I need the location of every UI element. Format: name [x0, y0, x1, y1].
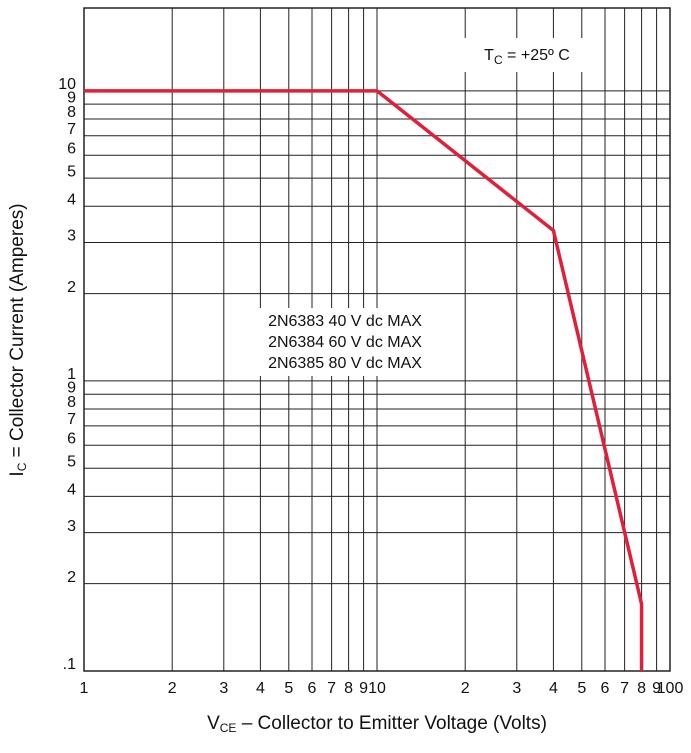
x-tick-label: 3: [512, 680, 521, 697]
text-part: – Collector to Emitter Voltage (Volts): [236, 713, 546, 734]
x-tick-label: 9: [359, 680, 368, 697]
y-tick-label: 4: [67, 482, 76, 499]
x-tick-label: 100: [657, 680, 684, 697]
y-tick-label: 2: [67, 569, 76, 586]
text-part: I: [7, 471, 28, 476]
x-tick-label: 7: [620, 680, 629, 697]
y-tick-label: 9: [67, 379, 76, 396]
text-part: = +25º C: [503, 47, 570, 64]
subscript: C: [494, 53, 503, 67]
note-box: [245, 308, 445, 376]
y-tick-label: 7: [67, 121, 76, 138]
data-line: [84, 89, 644, 671]
x-tick-label: 8: [637, 680, 646, 697]
x-tick-label: 3: [219, 680, 228, 697]
x-tick-label: 5: [577, 680, 586, 697]
y-tick-label: 2: [67, 279, 76, 296]
y-tick-label: 8: [67, 394, 76, 411]
x-tick-label: 4: [549, 680, 558, 697]
y-tick-label: 3: [67, 518, 76, 535]
note-line: 2N6384 60 V dc MAX: [268, 334, 422, 351]
y-axis-label: IC = Collector Current (Amperes): [7, 203, 29, 476]
y-tick-label: 6: [67, 140, 76, 157]
x-tick-label: 8: [344, 680, 353, 697]
x-tick-label: 2: [461, 680, 470, 697]
subscript: CE: [220, 721, 237, 735]
text-part: T: [484, 47, 494, 64]
condition-box: [458, 38, 596, 72]
x-tick-label: 6: [601, 680, 610, 697]
y-tick-label: 10: [58, 76, 76, 93]
x-axis-label: VCE – Collector to Emitter Voltage (Volt…: [207, 713, 547, 735]
x-tick-label: 9: [652, 680, 661, 697]
subscript: C: [15, 462, 29, 471]
y-tick-label: 7: [67, 411, 76, 428]
text-part: V: [207, 713, 220, 734]
y-tick-label: 6: [67, 430, 76, 447]
x-tick-label: 6: [308, 680, 317, 697]
y-tick-label: 9: [67, 89, 76, 106]
y-tick-label: 8: [67, 104, 76, 121]
x-tick-label: 10: [368, 680, 386, 697]
x-tick-label: 1: [80, 680, 89, 697]
y-tick-label: 1: [67, 366, 76, 383]
note-line: 2N6383 40 V dc MAX: [268, 313, 422, 330]
x-tick-label: 7: [327, 680, 336, 697]
x-tick-label: 4: [256, 680, 265, 697]
y-tick-label: 5: [67, 163, 76, 180]
x-tick-label: 5: [284, 680, 293, 697]
y-tick-label: 5: [67, 453, 76, 470]
text-part: = Collector Current (Amperes): [7, 203, 28, 462]
condition-label: TC = +25º C: [484, 47, 570, 67]
y-tick-label: 3: [67, 228, 76, 245]
note-line: 2N6385 80 V dc MAX: [268, 355, 422, 372]
x-tick-label: 2: [168, 680, 177, 697]
y-tick-label: 4: [67, 191, 76, 208]
y-tick-label: .1: [63, 656, 76, 673]
